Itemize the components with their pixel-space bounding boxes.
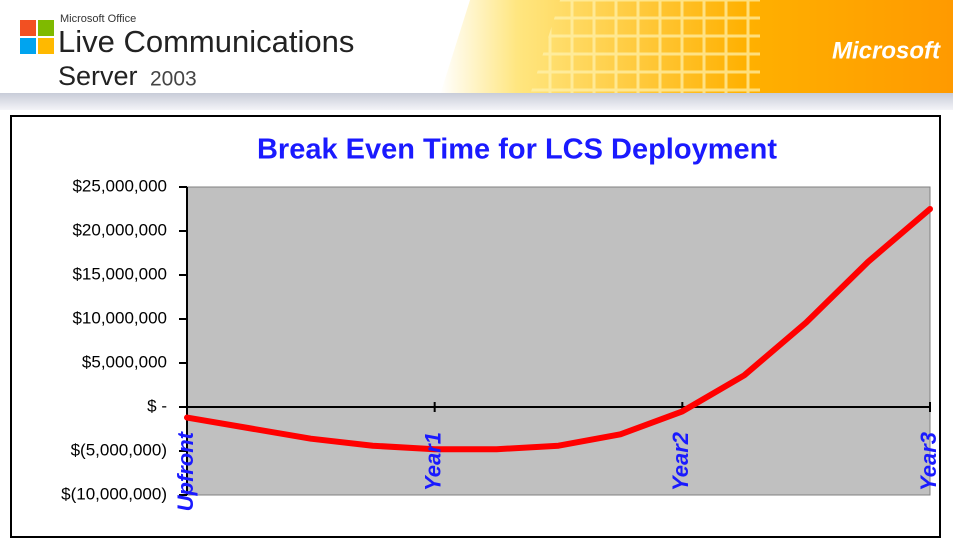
header-pattern	[530, 0, 760, 95]
header-strip	[0, 93, 953, 110]
y-tick-label: $20,000,000	[72, 220, 167, 239]
chart-title: Break Even Time for LCS Deployment	[257, 134, 777, 166]
company-name: Microsoft	[832, 37, 941, 64]
x-tick-label: Year2	[668, 431, 693, 491]
y-tick-label: $ -	[147, 396, 167, 415]
y-tick-label: $25,000,000	[72, 176, 167, 195]
y-tick-label: $10,000,000	[72, 308, 167, 327]
brand-small: Microsoft Office	[60, 13, 136, 25]
product-name: Live Communications	[58, 24, 354, 59]
server-year: 2003	[150, 68, 197, 91]
slide: Microsoft Office Live Communications Ser…	[0, 0, 953, 538]
server-name: Server	[58, 61, 138, 91]
y-tick-label: $(10,000,000)	[61, 484, 167, 503]
chart: Break Even Time for LCS Deployment $(10,…	[61, 134, 941, 512]
y-tick-label: $15,000,000	[72, 264, 167, 283]
plot-area	[187, 187, 930, 495]
x-tick-label: Year1	[420, 432, 445, 491]
logo-icon	[20, 20, 54, 54]
x-tick-label: Year3	[916, 432, 941, 491]
x-tick-label: Upfront	[173, 430, 198, 511]
y-tick-label: $(5,000,000)	[71, 440, 167, 459]
y-tick-label: $5,000,000	[82, 352, 167, 371]
header: Microsoft Office Live Communications Ser…	[0, 0, 953, 110]
